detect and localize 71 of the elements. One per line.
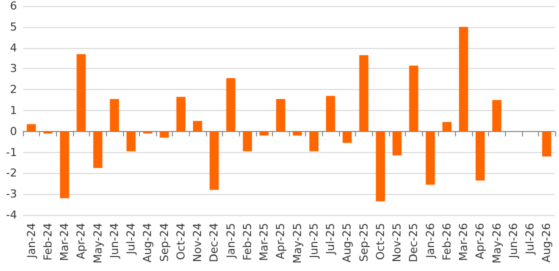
x-tick-label: Feb-24	[41, 223, 54, 260]
bar	[26, 124, 36, 132]
bar	[342, 131, 352, 143]
y-tick-label: -1	[6, 146, 17, 159]
x-tick-label: Jan-25	[224, 223, 238, 259]
x-tick-label: Jul-25	[324, 223, 338, 256]
x-tick-label: Apr-24	[74, 223, 88, 260]
bar	[426, 131, 435, 185]
bar	[392, 131, 402, 156]
bar	[542, 131, 552, 156]
x-tick-label: Oct-24	[174, 223, 188, 260]
x-tick-label: May-25	[290, 223, 304, 264]
x-tick-label: Apr-26	[474, 223, 487, 260]
x-tick-label: Jun-25	[307, 223, 320, 260]
bar	[309, 131, 319, 152]
x-tick-label: Sep-24	[158, 223, 171, 262]
x-tick-label: Feb-26	[440, 223, 454, 260]
bar	[242, 131, 252, 152]
bar	[359, 55, 368, 132]
x-tick-label: Jun-24	[108, 223, 121, 260]
x-tick-label: Aug-26	[540, 223, 554, 262]
x-tick-label: Sep-25	[357, 223, 370, 262]
bar	[60, 131, 70, 198]
y-tick-label: 6	[10, 0, 17, 12]
bar	[160, 131, 169, 138]
x-tick-label: Jan-26	[424, 223, 437, 259]
y-tick-label: 3	[10, 62, 17, 76]
bar	[476, 131, 485, 181]
x-tick-label: Jan-24	[24, 223, 38, 259]
y-tick-label: 4	[10, 41, 17, 54]
bar	[276, 99, 286, 132]
bar	[409, 66, 418, 132]
y-tick-label: -2	[6, 166, 17, 180]
bar	[442, 122, 452, 132]
x-tick-label: Aug-25	[340, 223, 354, 262]
bar	[226, 78, 236, 132]
x-tick-label: Mar-25	[258, 223, 271, 262]
bar	[192, 120, 202, 132]
x-tick-label: Dec-25	[407, 223, 420, 262]
bar	[326, 96, 336, 132]
y-tick-label: -3	[6, 188, 17, 201]
bar	[176, 96, 186, 132]
x-tick-label: May-24	[91, 223, 104, 264]
x-tick-label: Nov-24	[191, 223, 204, 262]
x-tick-label: Jun-26	[506, 223, 520, 260]
bar	[210, 131, 219, 190]
y-tick-label: 2	[10, 83, 17, 96]
x-tick-label: Mar-26	[457, 223, 470, 262]
bar	[126, 131, 136, 152]
x-tick-label: Mar-24	[58, 223, 72, 262]
bar	[259, 131, 269, 136]
y-tick-label: 1	[10, 104, 17, 117]
x-tick-label: Apr-25	[274, 223, 288, 260]
x-tick-label: Aug-24	[141, 223, 154, 262]
y-tick-label: 5	[10, 20, 17, 34]
x-tick-label: Dec-24	[208, 223, 221, 262]
bar	[292, 131, 302, 136]
bar	[376, 131, 386, 202]
y-tick-label: -4	[6, 208, 17, 222]
bar	[93, 131, 102, 168]
x-tick-label: Jul-26	[524, 223, 537, 256]
bar	[110, 99, 120, 132]
x-tick-label: Feb-25	[240, 223, 254, 260]
x-tick-label: May-26	[490, 223, 504, 264]
x-tick-label: Jul-24	[124, 223, 138, 256]
bar	[492, 100, 502, 132]
y-tick-label: 0	[10, 124, 17, 138]
x-tick-label: Oct-25	[374, 223, 387, 260]
x-tick-label: Nov-25	[390, 223, 404, 262]
bar	[458, 26, 468, 132]
bar	[76, 54, 86, 132]
